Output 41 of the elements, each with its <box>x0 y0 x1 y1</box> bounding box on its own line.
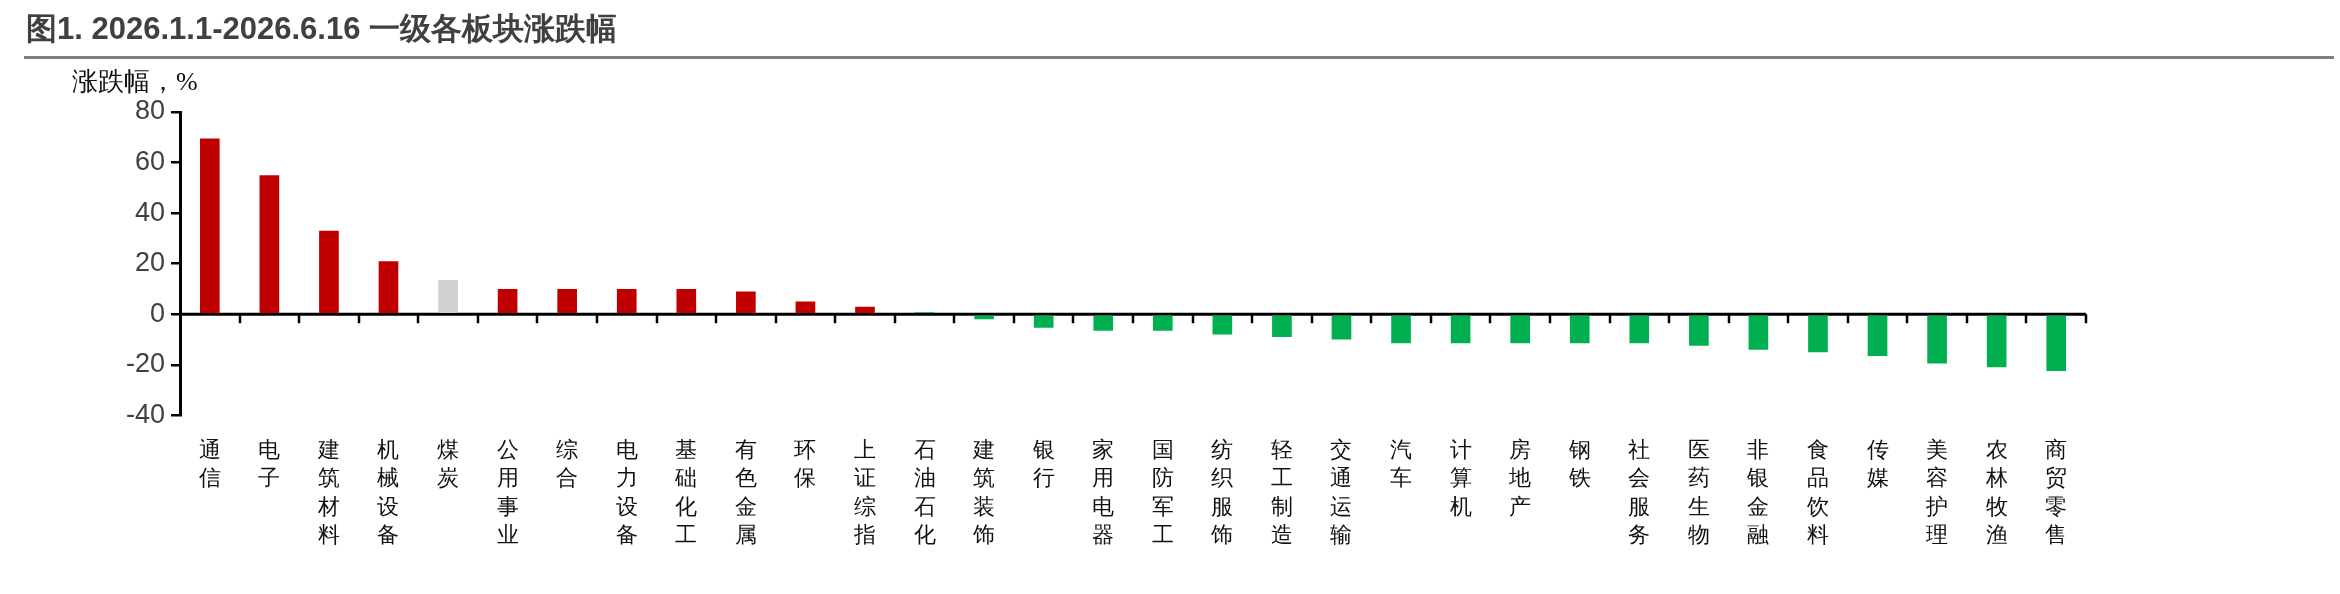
x-tick-label: 交通运输 <box>1330 437 1353 547</box>
x-tick-label: 电子 <box>258 437 281 491</box>
x-tick-label: 公用事业 <box>496 437 519 547</box>
x-tick-label: 基础化工 <box>674 437 698 547</box>
x-tick-label: 非银金融 <box>1746 437 1770 547</box>
x-tick-label: 医药生物 <box>1687 437 1710 547</box>
x-tick-label: 商贸零售 <box>2045 437 2068 547</box>
y-tick-label: -20 <box>125 348 166 379</box>
x-tick-label: 建筑装饰 <box>972 437 996 547</box>
x-tick-label: 钢铁 <box>1567 437 1591 491</box>
x-tick-label: 汽车 <box>1390 437 1413 491</box>
y-tick-label: 60 <box>134 146 166 177</box>
x-tick-label: 轻工制造 <box>1270 437 1293 547</box>
x-tick-label: 农林牧渔 <box>1984 437 2008 547</box>
x-tick-label: 传媒 <box>1866 437 1889 491</box>
x-tick-label: 综合 <box>556 437 579 491</box>
y-axis-title: 涨跌幅，% <box>72 66 198 98</box>
x-tick-label: 社会服务 <box>1628 437 1651 547</box>
x-tick-label: 建筑材料 <box>316 437 340 547</box>
x-tick-label: 国防军工 <box>1151 437 1174 547</box>
x-tick-label: 家用电器 <box>1092 437 1115 547</box>
y-tick-label: 40 <box>134 196 166 227</box>
x-tick-label: 计算机 <box>1449 437 1472 519</box>
y-tick-label: -40 <box>125 398 166 429</box>
x-tick-label: 煤炭 <box>437 437 460 491</box>
x-tick-label: 机械设备 <box>377 437 400 547</box>
y-tick-label: 0 <box>149 297 166 328</box>
x-tick-label: 通信 <box>198 437 221 491</box>
x-tick-label: 有色金属 <box>734 437 757 547</box>
x-tick-label: 电力设备 <box>615 437 638 547</box>
x-tick-label: 纺织服饰 <box>1210 437 1234 547</box>
y-tick-label: 20 <box>134 247 166 278</box>
x-tick-label: 美容护理 <box>1925 437 1949 547</box>
y-tick-label: 80 <box>134 95 166 126</box>
x-tick-label: 上证综指 <box>852 437 876 547</box>
x-tick-label: 房地产 <box>1508 437 1532 519</box>
x-tick-label: 石油石化 <box>913 437 936 547</box>
x-tick-label: 银行 <box>1031 437 1055 491</box>
chart-title: 图1. 2026.1.1-2026.6.16 一级各板块涨跌幅 <box>26 10 617 48</box>
x-tick-label: 食品饮料 <box>1805 437 1829 547</box>
x-tick-label: 环保 <box>794 437 817 491</box>
